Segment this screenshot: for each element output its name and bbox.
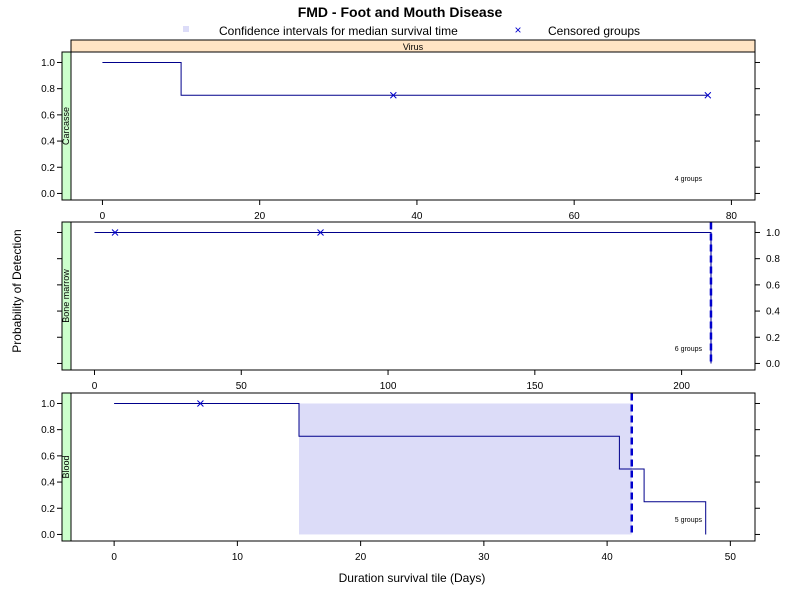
x-tick-label: 0 bbox=[92, 381, 98, 392]
x-tick-label: 150 bbox=[526, 381, 543, 392]
y-tick-label: 0.2 bbox=[41, 163, 55, 174]
panel-bone-marrow: Bone marrow 0.0 0.2 0.4 0.6 0.8 1.0 0 50 100 150 20… bbox=[57, 221, 780, 392]
x-tick-label: 10 bbox=[232, 552, 244, 563]
censored-marker bbox=[111, 229, 119, 236]
legend: Confidence intervals for median survival… bbox=[183, 23, 640, 38]
panel-blood: Blood 0.0 0.2 0.4 0.6 0.8 1.0 0 10 20 30 40 50 5 grou… bbox=[41, 392, 760, 563]
y-tick-label: 0.8 bbox=[41, 425, 55, 436]
panel-frame bbox=[70, 221, 756, 371]
legend-ci-label: Confidence intervals for median survival… bbox=[219, 24, 458, 38]
panel-carcasse: Carcasse 0.0 0.2 0.4 0.6 0.8 1.0 0 20 40 60 80 4 gro… bbox=[41, 51, 760, 222]
y-tick-label: 0.6 bbox=[766, 280, 780, 291]
y-tick-label: 0.6 bbox=[41, 110, 55, 121]
x-tick-label: 20 bbox=[355, 552, 367, 563]
y-tick-label: 1.0 bbox=[41, 399, 55, 410]
side-strip-label: Blood bbox=[61, 455, 71, 478]
groups-note: 5 groups bbox=[675, 517, 703, 524]
legend-censored-label: Censored groups bbox=[548, 24, 640, 38]
legend-censored-icon: × bbox=[514, 23, 521, 37]
censored-marker bbox=[197, 400, 204, 407]
x-tick-label: 40 bbox=[411, 211, 423, 222]
survival-curve bbox=[114, 403, 707, 535]
top-strip-label: Virus bbox=[403, 42, 424, 52]
y-tick-label: 1.0 bbox=[41, 58, 55, 69]
y-tick-label: 0.0 bbox=[766, 359, 780, 370]
censored-marker bbox=[389, 91, 397, 99]
groups-note: 6 groups bbox=[675, 346, 703, 353]
x-tick-label: 100 bbox=[380, 381, 397, 392]
y-tick-label: 0.4 bbox=[41, 478, 55, 489]
chart-title: FMD - Foot and Mouth Disease bbox=[298, 4, 503, 20]
x-tick-label: 50 bbox=[725, 552, 737, 563]
side-strip bbox=[61, 392, 72, 542]
x-tick-label: 40 bbox=[602, 552, 614, 563]
y-tick-label: 0.2 bbox=[766, 333, 780, 344]
y-tick-label: 0.0 bbox=[41, 530, 55, 541]
x-tick-label: 0 bbox=[111, 552, 117, 563]
y-tick-label: 0.6 bbox=[41, 451, 55, 462]
y-tick-label: 1.0 bbox=[766, 228, 780, 239]
y-tick-label: 0.4 bbox=[766, 307, 780, 318]
panels: Virus Carcasse 0.0 0.2 0.4 0.6 0.8 1.0 0 20 40 60 80… bbox=[41, 39, 780, 563]
x-tick-label: 200 bbox=[673, 381, 690, 392]
side-strip bbox=[61, 221, 72, 371]
censored-marker bbox=[704, 91, 712, 99]
y-axis-label: Probability of Detection bbox=[10, 229, 24, 352]
side-strip-label: Bone marrow bbox=[61, 269, 71, 323]
x-tick-label: 20 bbox=[254, 211, 266, 222]
x-tick-label: 30 bbox=[478, 552, 490, 563]
y-tick-label: 0.8 bbox=[41, 84, 55, 95]
x-axis-label: Duration survival tile (Days) bbox=[339, 571, 486, 585]
side-strip-label: Carcasse bbox=[61, 107, 71, 145]
x-tick-label: 0 bbox=[100, 211, 106, 222]
x-tick-label: 50 bbox=[236, 381, 248, 392]
ci-band bbox=[299, 403, 632, 535]
x-tick-label: 80 bbox=[726, 211, 738, 222]
censored-marker bbox=[317, 229, 324, 236]
y-tick-label: 0.4 bbox=[41, 137, 55, 148]
legend-ci-swatch bbox=[183, 26, 189, 32]
survival-curve bbox=[94, 232, 712, 364]
y-tick-label: 0.8 bbox=[766, 254, 780, 265]
x-tick-label: 60 bbox=[569, 211, 581, 222]
groups-note: 4 groups bbox=[675, 176, 703, 183]
survival-curve bbox=[102, 62, 708, 96]
panel-frame bbox=[70, 51, 756, 201]
y-tick-label: 0.2 bbox=[41, 504, 55, 515]
y-tick-label: 0.0 bbox=[41, 189, 55, 200]
side-strip bbox=[61, 51, 72, 201]
